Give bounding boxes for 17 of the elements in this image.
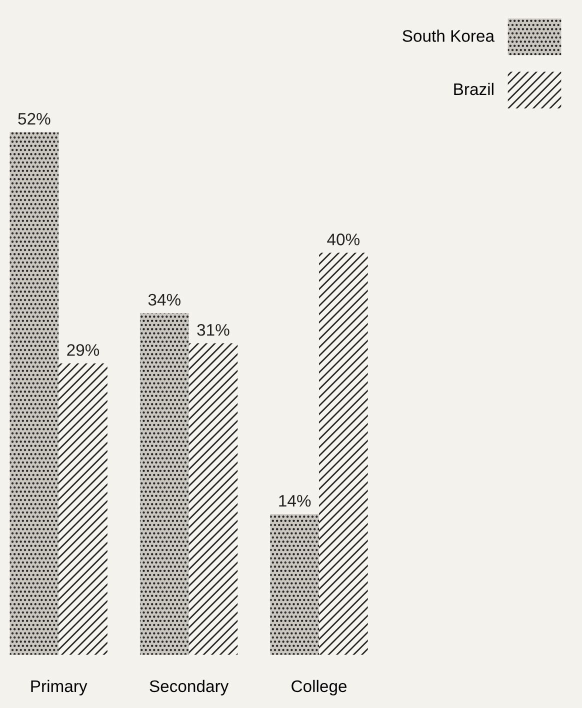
data-label: 40% bbox=[327, 234, 360, 246]
bar bbox=[319, 252, 368, 655]
bar bbox=[10, 132, 59, 655]
bar bbox=[270, 514, 320, 655]
x-tick-label: Secondary bbox=[150, 680, 229, 696]
data-label: 31% bbox=[197, 324, 230, 336]
bar bbox=[140, 313, 189, 655]
bar bbox=[188, 343, 238, 655]
legend-label: Brazil bbox=[454, 82, 494, 96]
legend-label: South Korea bbox=[402, 30, 495, 42]
bar bbox=[58, 363, 108, 655]
data-label: 14% bbox=[279, 494, 311, 507]
data-label: 34% bbox=[148, 294, 180, 306]
x-tick-label: College bbox=[292, 680, 347, 696]
data-label: 29% bbox=[67, 344, 100, 356]
data-label: 52% bbox=[18, 112, 50, 125]
x-tick-label: Primary bbox=[31, 680, 88, 696]
